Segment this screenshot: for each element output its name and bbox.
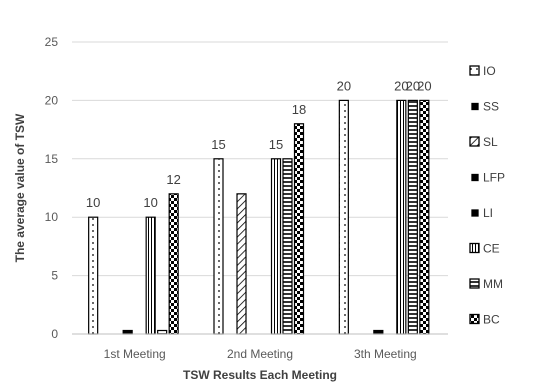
data-label-ce-3: 20 (394, 78, 408, 93)
bar-lfp-3 (373, 329, 384, 335)
y-axis-ticks: 0 5 10 15 20 25 (45, 35, 59, 341)
bar-bc-3 (419, 99, 430, 335)
data-label-io-3: 20 (337, 78, 351, 93)
legend-swatch-bc (469, 313, 480, 325)
bar-io-3 (338, 99, 349, 335)
data-label-ce-1: 10 (143, 195, 157, 210)
legend-swatch-sl (469, 136, 480, 147)
bar-bc-1 (168, 193, 179, 335)
data-label-mm-3: 20 (406, 78, 420, 93)
legend: IO SS SL LFP LI CE MM BC (469, 64, 505, 327)
bar-ce-3 (396, 99, 407, 335)
bar-lfp-1 (122, 329, 133, 335)
legend-swatch-li (471, 209, 479, 217)
x-tick-label: 2nd Meeting (227, 347, 293, 361)
y-tick-label: 20 (45, 93, 59, 107)
y-tick-label: 15 (45, 152, 59, 166)
bar-ce-1 (145, 216, 156, 335)
legend-swatch-ss (471, 102, 479, 111)
legend-label-ce: CE (483, 242, 500, 256)
gridlines (72, 41, 448, 277)
y-tick-label: 10 (45, 210, 59, 224)
y-tick-label: 5 (51, 269, 58, 283)
legend-label-ss: SS (483, 100, 499, 114)
data-label-io-2: 15 (211, 137, 225, 152)
bar-bc-2 (293, 123, 305, 335)
legend-swatch-ce (469, 242, 480, 254)
legend-label-li: LI (483, 206, 493, 220)
legend-label-bc: BC (483, 313, 500, 327)
data-label-bc-1: 12 (166, 172, 180, 187)
legend-label-io: IO (483, 64, 496, 78)
bars (88, 99, 430, 335)
legend-label-sl: SL (483, 135, 498, 149)
bar-ce-2 (270, 158, 282, 335)
bar-io-2 (213, 158, 224, 335)
x-axis-ticks: 1st Meeting 2nd Meeting 3th Meeting (104, 347, 417, 361)
data-label-io-1: 10 (86, 195, 100, 210)
bar-mm-3 (407, 99, 418, 335)
x-tick-label: 1st Meeting (104, 347, 166, 361)
bar-mm-1 (157, 329, 168, 335)
x-tick-label: 3th Meeting (354, 347, 417, 361)
legend-label-lfp: LFP (483, 171, 505, 185)
legend-swatch-lfp (471, 173, 479, 182)
legend-swatch-mm (469, 278, 480, 289)
bar-sl-2 (236, 193, 247, 335)
x-axis-title: TSW Results Each Meeting (183, 368, 337, 382)
bar-io-1 (88, 216, 99, 335)
y-tick-label: 25 (45, 35, 59, 49)
legend-label-mm: MM (483, 277, 503, 291)
bar-mm-2 (282, 158, 293, 335)
data-label-bc-2: 18 (292, 102, 306, 117)
y-tick-label: 0 (51, 327, 58, 341)
y-axis-title: The average value of TSW (13, 113, 27, 262)
data-label-ce-2: 15 (269, 137, 283, 152)
legend-swatch-io (469, 65, 480, 76)
data-label-bc-3: 20 (417, 78, 431, 93)
